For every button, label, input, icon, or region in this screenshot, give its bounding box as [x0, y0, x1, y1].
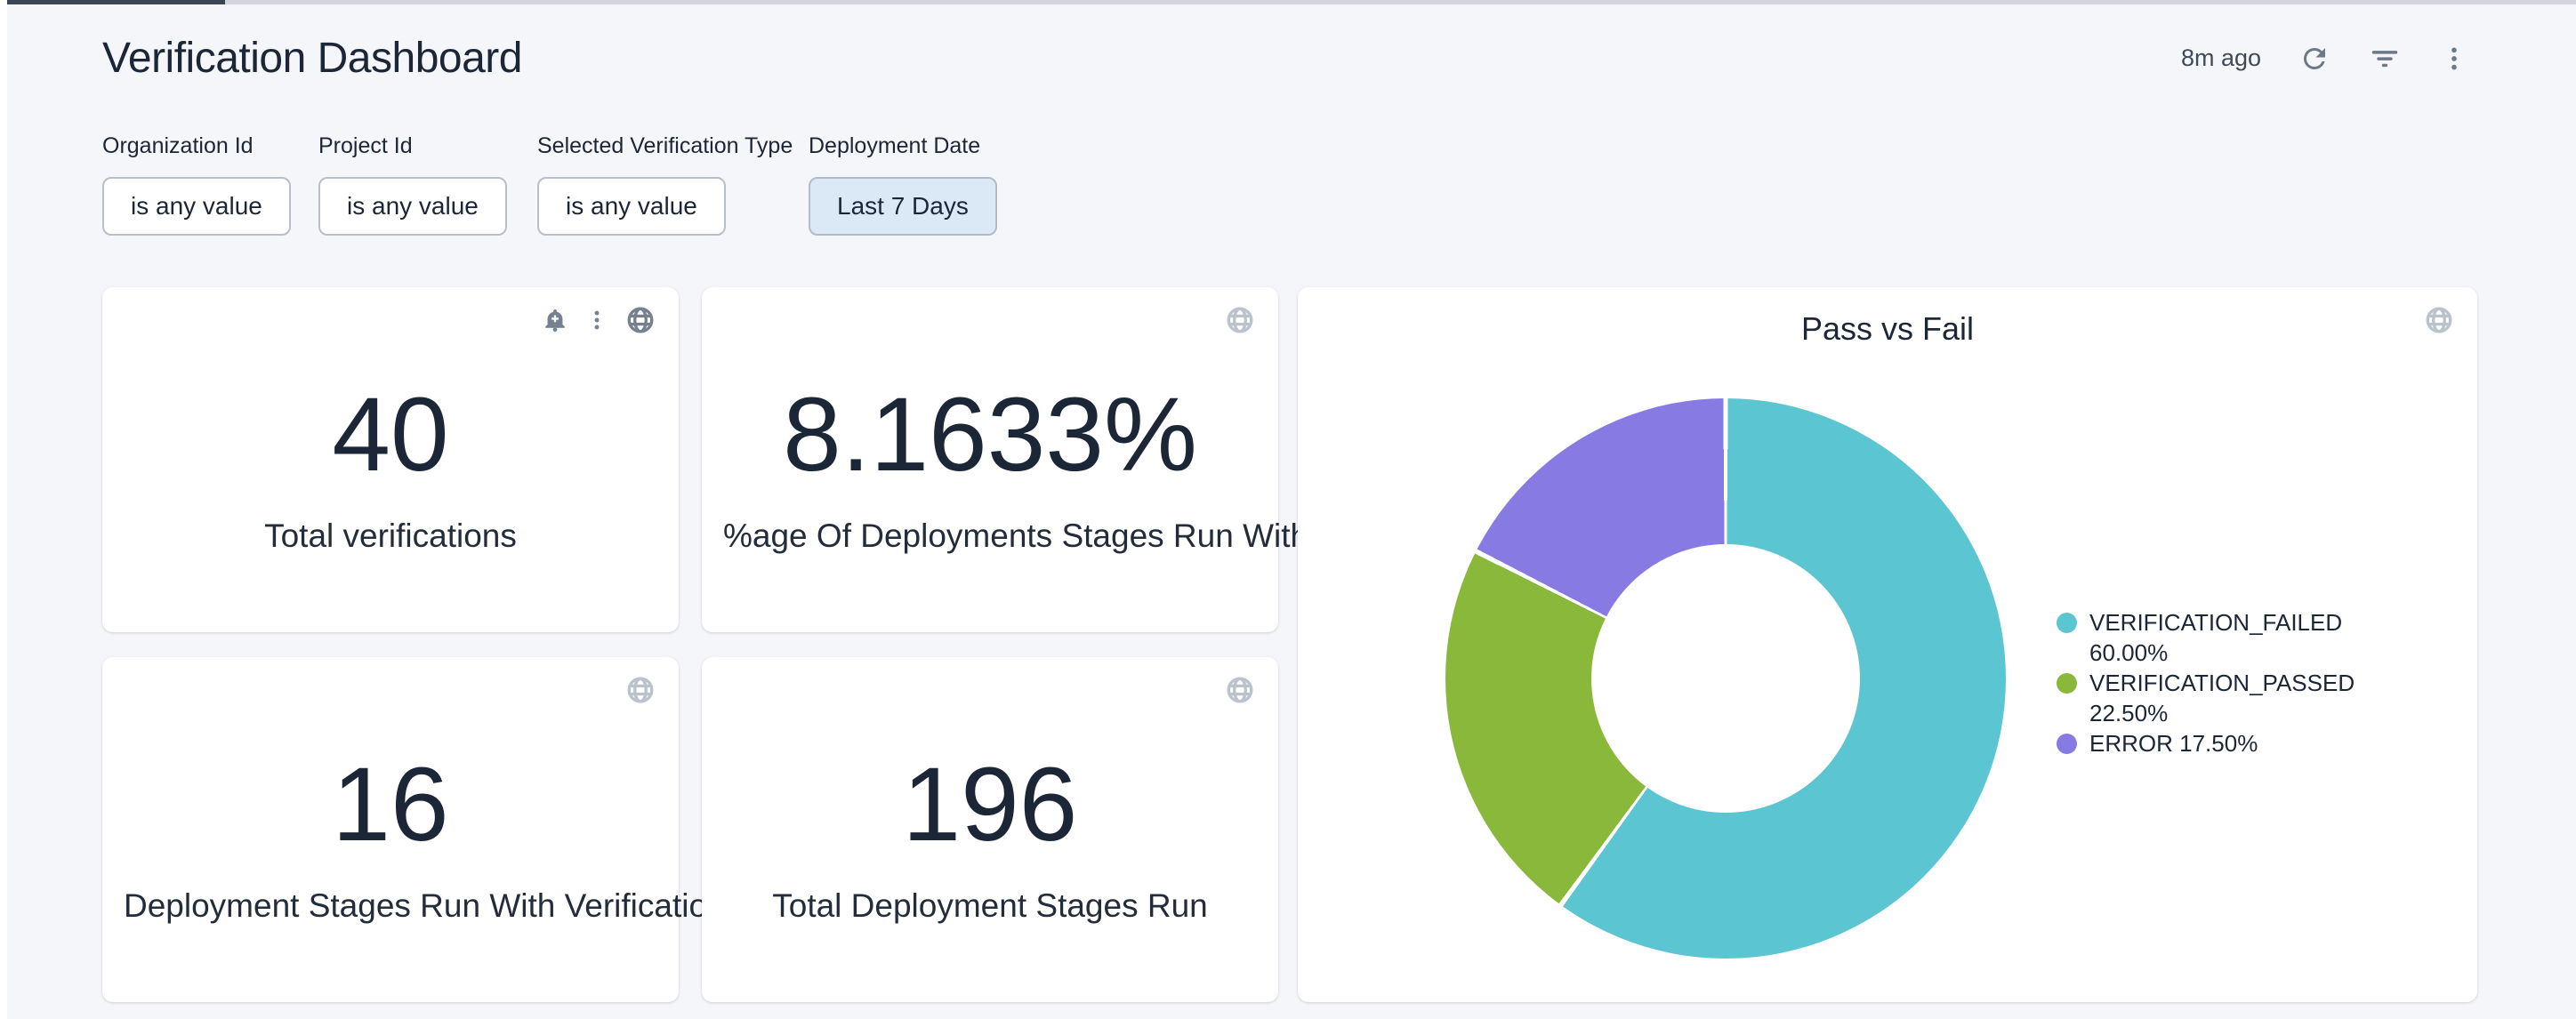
explore-button[interactable]: [1225, 305, 1255, 335]
legend-label: VERIFICATION_PASSED: [2089, 670, 2355, 696]
filter-label: Deployment Date: [809, 133, 981, 158]
filter-label: Selected Verification Type: [537, 133, 793, 158]
donut-hole: [1591, 544, 1860, 813]
legend-percent: 60.00%: [2089, 639, 2169, 666]
last-updated-label: 8m ago: [2180, 44, 2261, 71]
globe-icon: [1225, 305, 1255, 335]
filter-value-button[interactable]: Last 7 Days: [809, 177, 997, 236]
explore-button[interactable]: [2424, 305, 2454, 335]
tile-value: 196: [902, 746, 1078, 863]
legend-item-verification-failed[interactable]: VERIFICATION_FAILED 60.00%: [2057, 607, 2399, 668]
filter-selected-verification-type: Selected Verification Type is any value: [537, 133, 793, 236]
filter-icon: [2368, 42, 2402, 76]
globe-icon: [1225, 675, 1255, 705]
tile-label: Total Deployment Stages Run: [772, 887, 1208, 924]
filter-value-button[interactable]: is any value: [537, 177, 726, 236]
donut-chart[interactable]: [1445, 398, 2006, 959]
legend-label: VERIFICATION_FAILED: [2089, 609, 2343, 636]
filter-value-button[interactable]: is any value: [102, 177, 291, 236]
chart-legend: VERIFICATION_FAILED 60.00% VERIFICATION_…: [2057, 607, 2399, 758]
explore-button[interactable]: [1225, 675, 1255, 705]
legend-percent: 17.50%: [2179, 730, 2258, 757]
globe-icon: [625, 305, 656, 335]
legend-percent: 22.50%: [2089, 700, 2169, 726]
legend-item-error[interactable]: ERROR 17.50%: [2057, 728, 2399, 758]
globe-icon: [2424, 305, 2454, 335]
page-title: Verification Dashboard: [102, 35, 522, 82]
kebab-menu-icon: [2439, 44, 2469, 74]
explore-button[interactable]: [625, 305, 656, 335]
tile-label: %age Of Deployments Stages Run With V…: [723, 518, 1373, 554]
explore-button[interactable]: [625, 675, 656, 705]
kebab-menu-icon: [584, 308, 609, 333]
filter-label: Organization Id: [102, 133, 254, 158]
dashboard-header: Verification Dashboard 8m ago: [102, 34, 2469, 83]
filter-organization-id: Organization Id is any value: [102, 133, 291, 236]
refresh-icon: [2298, 43, 2330, 75]
tile-menu-button[interactable]: [584, 308, 609, 333]
top-border-strip: [0, 0, 2576, 4]
refresh-button[interactable]: [2298, 43, 2330, 75]
tile-value: 16: [332, 746, 449, 863]
chart-title: Pass vs Fail: [1800, 310, 1975, 347]
tile-value: 40: [332, 376, 449, 493]
alert-button[interactable]: [542, 307, 568, 333]
header-actions: 8m ago: [2181, 42, 2469, 76]
globe-icon: [625, 675, 656, 705]
filter-label: Project Id: [318, 133, 413, 158]
tile-total-deployment-stages: 196 Total Deployment Stages Run: [702, 657, 1278, 1002]
tile-label: Deployment Stages Run With Verification: [124, 887, 726, 924]
top-border-strip-dark: [7, 0, 225, 4]
legend-label: ERROR: [2089, 730, 2173, 757]
pass-vs-fail-chart-card: Pass vs Fail VERIFICATION_FAILED 60.00% …: [1298, 287, 2477, 1002]
tile-total-verifications: 40 Total verifications: [102, 287, 679, 632]
legend-swatch: [2057, 673, 2077, 694]
tile-value: 8.1633%: [783, 376, 1197, 493]
notification-add-icon: [542, 307, 568, 333]
filter-deployment-date: Deployment Date Last 7 Days: [809, 133, 997, 236]
legend-swatch: [2057, 613, 2077, 633]
filter-button[interactable]: [2368, 42, 2402, 76]
left-border-strip: [0, 0, 7, 1019]
dashboard-menu-button[interactable]: [2439, 44, 2469, 74]
filter-project-id: Project Id is any value: [318, 133, 507, 236]
filter-value-button[interactable]: is any value: [318, 177, 507, 236]
legend-item-verification-passed[interactable]: VERIFICATION_PASSED 22.50%: [2057, 668, 2399, 728]
legend-swatch: [2057, 734, 2077, 754]
tile-label: Total verifications: [264, 518, 517, 554]
tile-percent-deployment-stages: 8.1633% %age Of Deployments Stages Run W…: [702, 287, 1373, 632]
tile-deployment-stages-with-verification: 16 Deployment Stages Run With Verificati…: [102, 657, 726, 1002]
